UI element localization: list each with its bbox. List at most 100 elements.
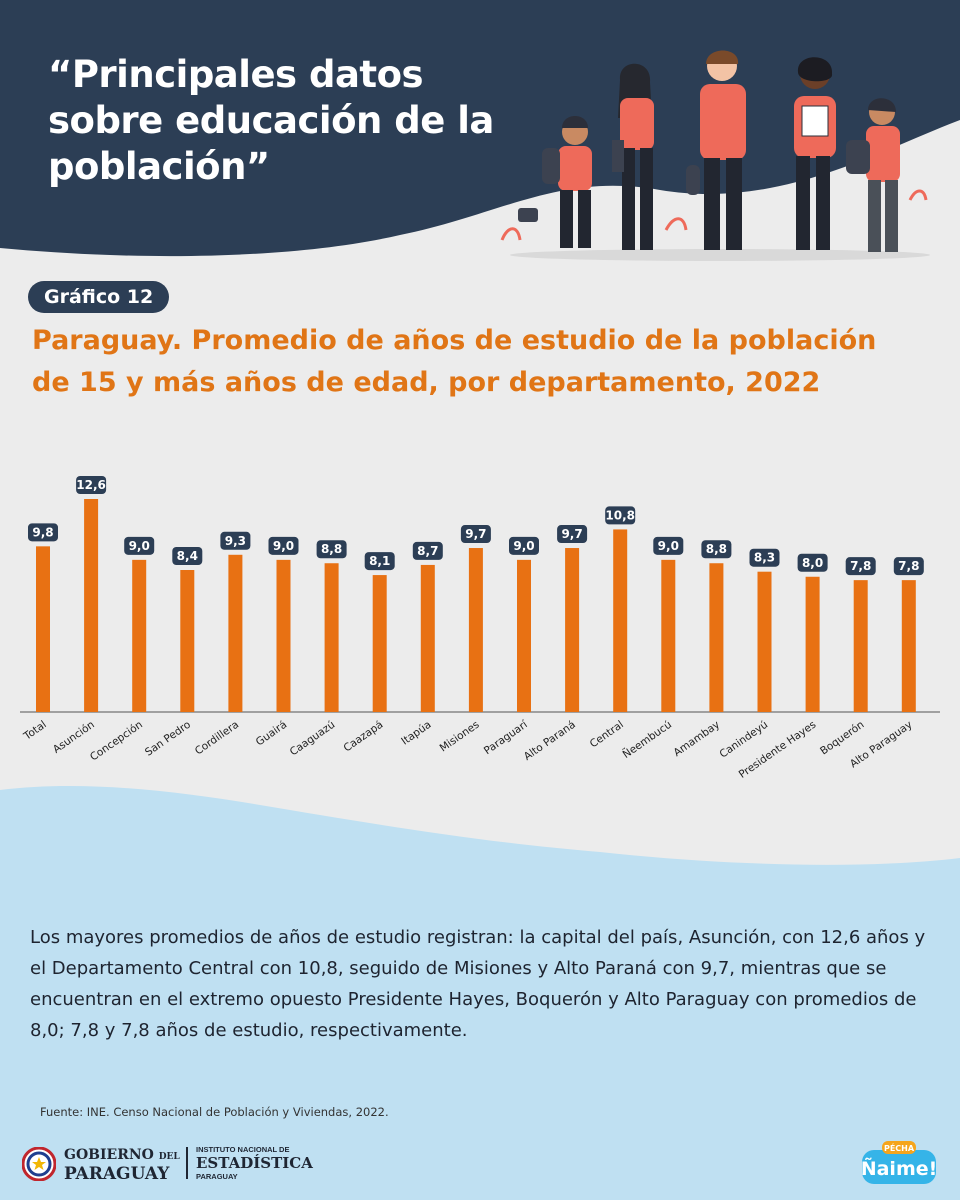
x-tick-label-1: Asunción — [51, 719, 97, 756]
bar-13 — [661, 559, 676, 712]
bar-6 — [324, 563, 339, 712]
value-label-box-2 — [124, 536, 155, 555]
student-figure-child — [518, 116, 592, 248]
value-label-box-4 — [220, 531, 251, 550]
value-label-box-8 — [412, 541, 443, 560]
bar-12 — [613, 529, 628, 712]
student-figure-girl — [612, 63, 654, 250]
students-illustration — [500, 50, 930, 261]
value-label-box-13 — [653, 536, 684, 555]
value-label-7: 8,1 — [369, 554, 390, 568]
x-tick-label-2: Concepción — [88, 719, 145, 764]
x-tick-label-3: San Pedro — [143, 719, 193, 759]
gov-line2: PARAGUAY — [64, 1164, 170, 1184]
value-label-17: 7,8 — [850, 559, 871, 573]
bar-18 — [901, 580, 916, 712]
value-label-box-7 — [364, 552, 395, 571]
value-label-box-17 — [845, 557, 876, 576]
x-tick-label-12: Central — [588, 719, 626, 751]
bar-4 — [228, 554, 243, 712]
value-label-10: 9,0 — [513, 539, 534, 553]
value-label-box-15 — [749, 548, 780, 567]
value-label-6: 8,8 — [321, 542, 342, 556]
x-tick-label-5: Guairá — [254, 719, 289, 749]
bar-11 — [565, 548, 580, 712]
value-label-box-9 — [460, 525, 491, 544]
bar-14 — [709, 563, 724, 712]
chart-title-line: de 15 y más años de edad, por departamen… — [32, 367, 821, 398]
gobierno-logo-text: GOBIERNO DEL PARAGUAY — [64, 1147, 180, 1183]
x-tick-label-7: Caazapá — [341, 719, 385, 755]
value-label-box-12 — [605, 506, 636, 525]
value-label-box-14 — [701, 540, 732, 559]
bar-16 — [805, 576, 820, 712]
value-label-4: 9,3 — [225, 534, 246, 548]
value-label-9: 9,7 — [465, 527, 486, 541]
value-label-13: 9,0 — [658, 539, 679, 553]
naime-logo: PÉCHA Ñaime! — [861, 1141, 938, 1184]
value-label-12: 10,8 — [605, 508, 635, 522]
value-label-box-3 — [172, 547, 203, 565]
value-label-box-0 — [28, 523, 58, 542]
x-tick-label-11: Alto Paraná — [522, 719, 578, 763]
value-label-5: 9,0 — [273, 539, 294, 553]
bar-0 — [36, 546, 50, 712]
ine-line1: INSTITUTO NACIONAL DE — [196, 1145, 290, 1154]
description-text: Los mayores promedios de años de estudio… — [30, 927, 926, 1041]
x-tick-label-14: Amambay — [672, 719, 723, 759]
ine-logo-text: INSTITUTO NACIONAL DE ESTADÍSTICA PARAGU… — [196, 1145, 313, 1181]
value-label-box-6 — [316, 540, 347, 559]
value-label-box-1 — [76, 476, 107, 494]
ine-line3: PARAGUAY — [196, 1172, 238, 1181]
value-label-box-5 — [268, 536, 299, 555]
value-label-box-11 — [557, 525, 588, 544]
x-tick-label-8: Itapúa — [399, 719, 433, 748]
value-label-1: 12,6 — [76, 478, 106, 492]
student-figure-child — [846, 98, 900, 252]
bar-17 — [853, 580, 868, 712]
chart-title: Paraguay. Promedio de años de estudio de… — [32, 320, 942, 404]
naime-top-text: PÉCHA — [884, 1142, 915, 1153]
student-figure-teen — [686, 50, 746, 250]
footer-logos: GOBIERNO DEL PARAGUAY INSTITUTO NACIONAL… — [22, 1143, 322, 1183]
logo-divider — [186, 1147, 188, 1179]
value-label-box-18 — [893, 557, 924, 576]
title-line: sobre educación de la — [48, 99, 494, 142]
title-line: población” — [48, 145, 270, 188]
student-figure-girl — [794, 57, 836, 250]
bar-3 — [180, 570, 195, 712]
gov-line1-small: DEL — [158, 1152, 180, 1162]
bar-10 — [517, 559, 531, 712]
x-tick-label-6: Caaguazú — [288, 719, 338, 759]
value-label-8: 8,7 — [417, 544, 438, 558]
chart-title-line: Paraguay. Promedio de años de estudio de… — [32, 325, 877, 356]
page-title: “Principales datos sobre educación de la… — [48, 52, 518, 190]
value-label-15: 8,3 — [754, 551, 775, 565]
value-label-14: 8,8 — [706, 542, 727, 556]
x-tick-label-4: Cordillera — [193, 719, 241, 758]
bar-2 — [132, 559, 147, 712]
ine-line2: ESTADÍSTICA — [196, 1154, 313, 1172]
source-note: Fuente: INE. Censo Nacional de Población… — [40, 1105, 389, 1119]
title-line: “Principales datos — [48, 53, 424, 96]
value-label-11: 9,7 — [561, 527, 582, 541]
bar-5 — [276, 559, 291, 712]
bar-7 — [372, 575, 387, 712]
value-label-18: 7,8 — [898, 559, 919, 573]
chart-number-badge: Gráfico 12 — [28, 281, 170, 313]
gov-line1: GOBIERNO — [64, 1147, 154, 1163]
x-tick-label-0: Total — [21, 719, 49, 743]
bar-1 — [84, 499, 99, 712]
naime-main-text: Ñaime! — [861, 1156, 938, 1180]
value-label-box-16 — [797, 553, 828, 572]
bar-8 — [420, 564, 435, 712]
value-label-0: 9,8 — [32, 525, 53, 539]
value-label-3: 8,4 — [177, 549, 198, 563]
value-label-box-10 — [509, 536, 539, 555]
bar-9 — [468, 548, 483, 712]
value-label-2: 9,0 — [129, 539, 150, 553]
x-tick-label-9: Misiones — [438, 719, 482, 755]
value-label-16: 8,0 — [802, 556, 823, 570]
bar-15 — [757, 571, 772, 712]
bar-chart: 9,8 Total 12,6 Asunción 9,0 Concepción 8,4 San … — [20, 476, 940, 781]
